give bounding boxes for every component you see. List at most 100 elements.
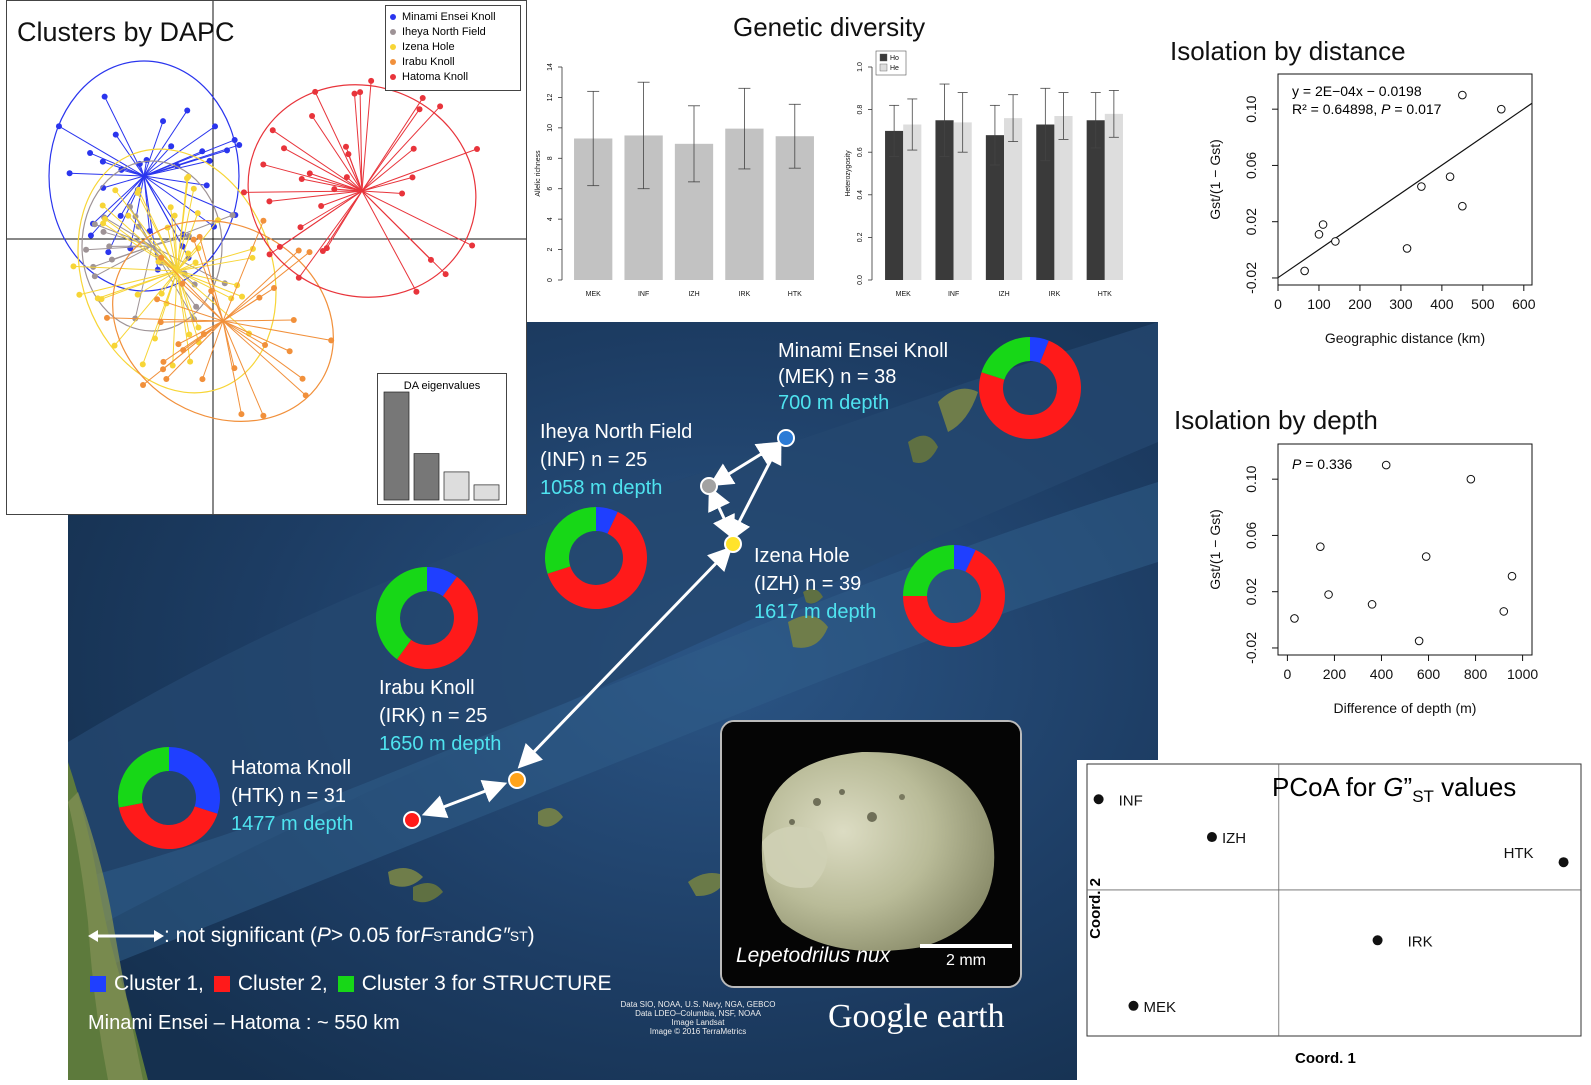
cluster-point (266, 198, 272, 204)
cluster-point (101, 229, 107, 235)
pcoa-title-text: values (1434, 772, 1516, 802)
site-name: Izena Hole (754, 542, 876, 570)
cluster-point (102, 216, 108, 222)
pcoa-point (1207, 832, 1217, 842)
cluster-point (352, 91, 358, 97)
cluster-point (185, 174, 191, 180)
pcoa-point-label: INF (1119, 792, 1143, 809)
data-point (1325, 591, 1333, 599)
cluster-ray (315, 92, 362, 191)
cluster-point (199, 376, 205, 382)
x-tick-label: 0 (1274, 296, 1282, 312)
cluster-point (307, 170, 313, 176)
data-point (1317, 543, 1325, 551)
cluster-point (368, 78, 374, 84)
y-axis-label: Gst/(1 − Gst) (1207, 139, 1223, 220)
y-axis-label: Gst/(1 − Gst) (1207, 509, 1223, 590)
cluster-ray (362, 149, 414, 191)
data-point (1315, 231, 1323, 239)
cluster-ray (299, 191, 362, 278)
cluster-point (98, 296, 104, 302)
cluster-point (262, 342, 268, 348)
x-tick-label: IRK (739, 291, 751, 298)
y-tick-label: 14 (547, 63, 554, 71)
legend-label: Irabu Knoll (402, 56, 455, 68)
regression-stats: R² = 0.64898, P = 0.017 (1292, 100, 1441, 118)
cluster-point (67, 170, 73, 176)
y-tick-label: 1.0 (857, 62, 864, 72)
x-tick-label: MEK (586, 291, 602, 298)
credit-line: Data SIO, NOAA, U.S. Navy, NGA, GEBCO (608, 1000, 788, 1009)
x-tick-label: MEK (896, 291, 912, 298)
cluster-point (87, 150, 93, 156)
site-name: Minami Ensei Knoll (778, 338, 948, 364)
x-tick-label: IZH (688, 291, 699, 298)
cluster-point (443, 271, 449, 277)
cluster-point (357, 89, 363, 95)
data-point (1319, 221, 1327, 229)
genetic-diversity-title: Genetic diversity (733, 12, 925, 43)
g-sub: ST (510, 928, 528, 944)
f-symbol: F (420, 924, 433, 948)
cluster-point (92, 221, 98, 227)
site-label-izh: Izena Hole (IZH) n = 39 1617 m depth (754, 542, 876, 626)
y-tick-label: 8 (547, 156, 554, 160)
cluster-ray (327, 191, 362, 248)
site-code: (MEK) n = 38 (778, 364, 948, 390)
x-tick-label: INF (948, 291, 959, 298)
cluster-point (140, 361, 146, 367)
donut-segment (118, 747, 169, 808)
cluster-point (83, 247, 89, 253)
donut-segment (981, 337, 1030, 380)
cluster-point (260, 413, 266, 419)
legend-item: Izena Hole (390, 39, 516, 54)
cluster-point (163, 376, 169, 382)
arrow-legend-text: and (451, 924, 486, 948)
cluster-ray (223, 221, 263, 321)
x-axis-label: Geographic distance (km) (1325, 330, 1485, 346)
data-point (1459, 202, 1467, 210)
cluster-ray (223, 321, 290, 351)
cluster-point (474, 146, 480, 152)
cluster-point (318, 203, 324, 209)
cluster-point (420, 95, 426, 101)
species-name: Lepetodrilus nux (736, 944, 890, 968)
arrow-legend-text: ) (528, 924, 535, 948)
cluster-point (300, 376, 306, 382)
cluster-point (168, 204, 174, 210)
cluster-point (281, 145, 287, 151)
cluster-point (204, 182, 210, 188)
site-label-htk: Hatoma Knoll (HTK) n = 31 1477 m depth (231, 754, 353, 838)
cluster-point (267, 251, 273, 257)
pcoa-point-label: MEK (1143, 999, 1176, 1016)
cluster-point (125, 213, 131, 219)
cluster-point (144, 157, 150, 163)
cluster-ray (70, 173, 144, 176)
cluster-point (195, 325, 201, 331)
cluster-point (160, 118, 166, 124)
x-tick-label: 500 (1471, 296, 1495, 312)
cluster-point (307, 249, 313, 255)
y-tick-label: 4 (547, 217, 554, 221)
map-credits: Data SIO, NOAA, U.S. Navy, NGA, GEBCO Da… (608, 1000, 788, 1036)
y-tick-label: 0.02 (1243, 208, 1259, 235)
cluster3-label: Cluster 3 for STRUCTURE (362, 972, 612, 996)
dapc-legend: Minami Ensei Knoll Iheya North Field Ize… (385, 5, 521, 91)
scale-bar (920, 944, 1012, 948)
cluster-point (287, 348, 293, 354)
site-depth: 1650 m depth (379, 730, 501, 758)
p-value: = 0.336 (1301, 456, 1352, 472)
data-point (1332, 238, 1340, 246)
x-tick-label: HTK (1098, 291, 1112, 298)
donut-segment (545, 507, 596, 574)
cluster-point (191, 186, 197, 192)
cluster-point (236, 142, 242, 148)
data-point (1291, 615, 1299, 623)
cluster-point (296, 275, 302, 281)
legend-label: Iheya North Field (402, 26, 486, 38)
x-tick-label: INF (638, 291, 649, 298)
cluster-ray (143, 271, 177, 364)
cluster1-swatch (90, 976, 106, 992)
legend-swatch (880, 54, 887, 61)
